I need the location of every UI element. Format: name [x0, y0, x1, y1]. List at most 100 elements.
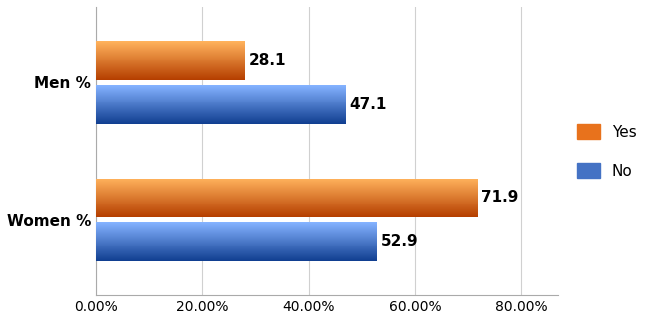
Bar — [96, 93, 346, 94]
Bar — [96, 230, 377, 231]
Bar — [96, 61, 246, 62]
Bar — [96, 43, 246, 44]
Bar — [96, 47, 246, 48]
Bar — [96, 183, 478, 184]
Bar — [96, 95, 346, 96]
Bar — [96, 193, 478, 194]
Bar — [96, 211, 478, 212]
Bar — [96, 53, 246, 54]
Bar — [96, 59, 246, 60]
Bar — [96, 205, 478, 206]
Bar — [96, 119, 346, 120]
Bar — [96, 109, 346, 110]
Text: 47.1: 47.1 — [350, 97, 387, 112]
Bar — [96, 98, 346, 99]
Bar — [96, 56, 246, 57]
Bar — [96, 73, 246, 74]
Bar — [96, 66, 246, 67]
Bar — [96, 235, 377, 236]
Bar — [96, 51, 246, 52]
Bar — [96, 69, 246, 70]
Bar — [96, 97, 346, 98]
Bar — [96, 41, 246, 42]
Bar — [96, 57, 246, 58]
Bar — [96, 96, 346, 97]
Bar — [96, 228, 377, 229]
Bar — [96, 111, 346, 112]
Bar — [96, 187, 478, 188]
Bar — [96, 60, 246, 61]
Bar — [96, 118, 346, 119]
Bar — [96, 222, 377, 223]
Bar — [96, 206, 478, 207]
Bar — [96, 64, 246, 65]
Bar — [96, 102, 346, 103]
Bar — [96, 48, 246, 49]
Bar — [96, 210, 478, 211]
Bar — [96, 188, 478, 189]
Bar — [96, 116, 346, 117]
Bar — [96, 208, 478, 209]
Bar — [96, 86, 346, 87]
Bar — [96, 65, 246, 66]
Bar — [96, 199, 478, 200]
Bar — [96, 189, 478, 190]
Bar — [96, 182, 478, 183]
Bar — [96, 100, 346, 101]
Bar — [96, 252, 377, 253]
Bar — [96, 191, 478, 192]
Bar — [96, 178, 478, 179]
Bar — [96, 236, 377, 237]
Bar — [96, 246, 377, 247]
Bar — [96, 239, 377, 240]
Bar — [96, 113, 346, 114]
Bar — [96, 257, 377, 258]
Text: 28.1: 28.1 — [248, 53, 286, 68]
Bar — [96, 63, 246, 64]
Bar — [96, 201, 478, 202]
Bar — [96, 254, 377, 255]
Bar — [96, 202, 478, 203]
Bar — [96, 42, 246, 43]
Bar — [96, 54, 246, 55]
Bar — [96, 76, 246, 77]
Bar — [96, 117, 346, 118]
Bar — [96, 120, 346, 121]
Bar — [96, 45, 246, 46]
Bar — [96, 94, 346, 95]
Legend: Yes, No: Yes, No — [571, 117, 643, 185]
Bar — [96, 226, 377, 227]
Bar — [96, 256, 377, 257]
Bar — [96, 79, 246, 80]
Bar — [96, 70, 246, 71]
Bar — [96, 85, 346, 86]
Bar — [96, 46, 246, 47]
Bar — [96, 122, 346, 123]
Bar — [96, 106, 346, 107]
Bar — [96, 62, 246, 63]
Bar — [96, 215, 478, 216]
Bar — [96, 58, 246, 59]
Bar — [96, 121, 346, 122]
Bar — [96, 242, 377, 243]
Bar — [96, 247, 377, 248]
Bar — [96, 105, 346, 106]
Bar — [96, 110, 346, 111]
Bar — [96, 249, 377, 250]
Bar — [96, 55, 246, 56]
Bar — [96, 194, 478, 195]
Bar — [96, 204, 478, 205]
Bar — [96, 251, 377, 252]
Bar — [96, 50, 246, 51]
Bar — [96, 52, 246, 53]
Bar — [96, 255, 377, 256]
Bar — [96, 227, 377, 228]
Bar — [96, 234, 377, 235]
Bar — [96, 229, 377, 230]
Bar — [96, 225, 377, 226]
Bar — [96, 258, 377, 259]
Bar — [96, 209, 478, 210]
Bar — [96, 75, 246, 76]
Text: 71.9: 71.9 — [481, 190, 519, 205]
Bar — [96, 181, 478, 182]
